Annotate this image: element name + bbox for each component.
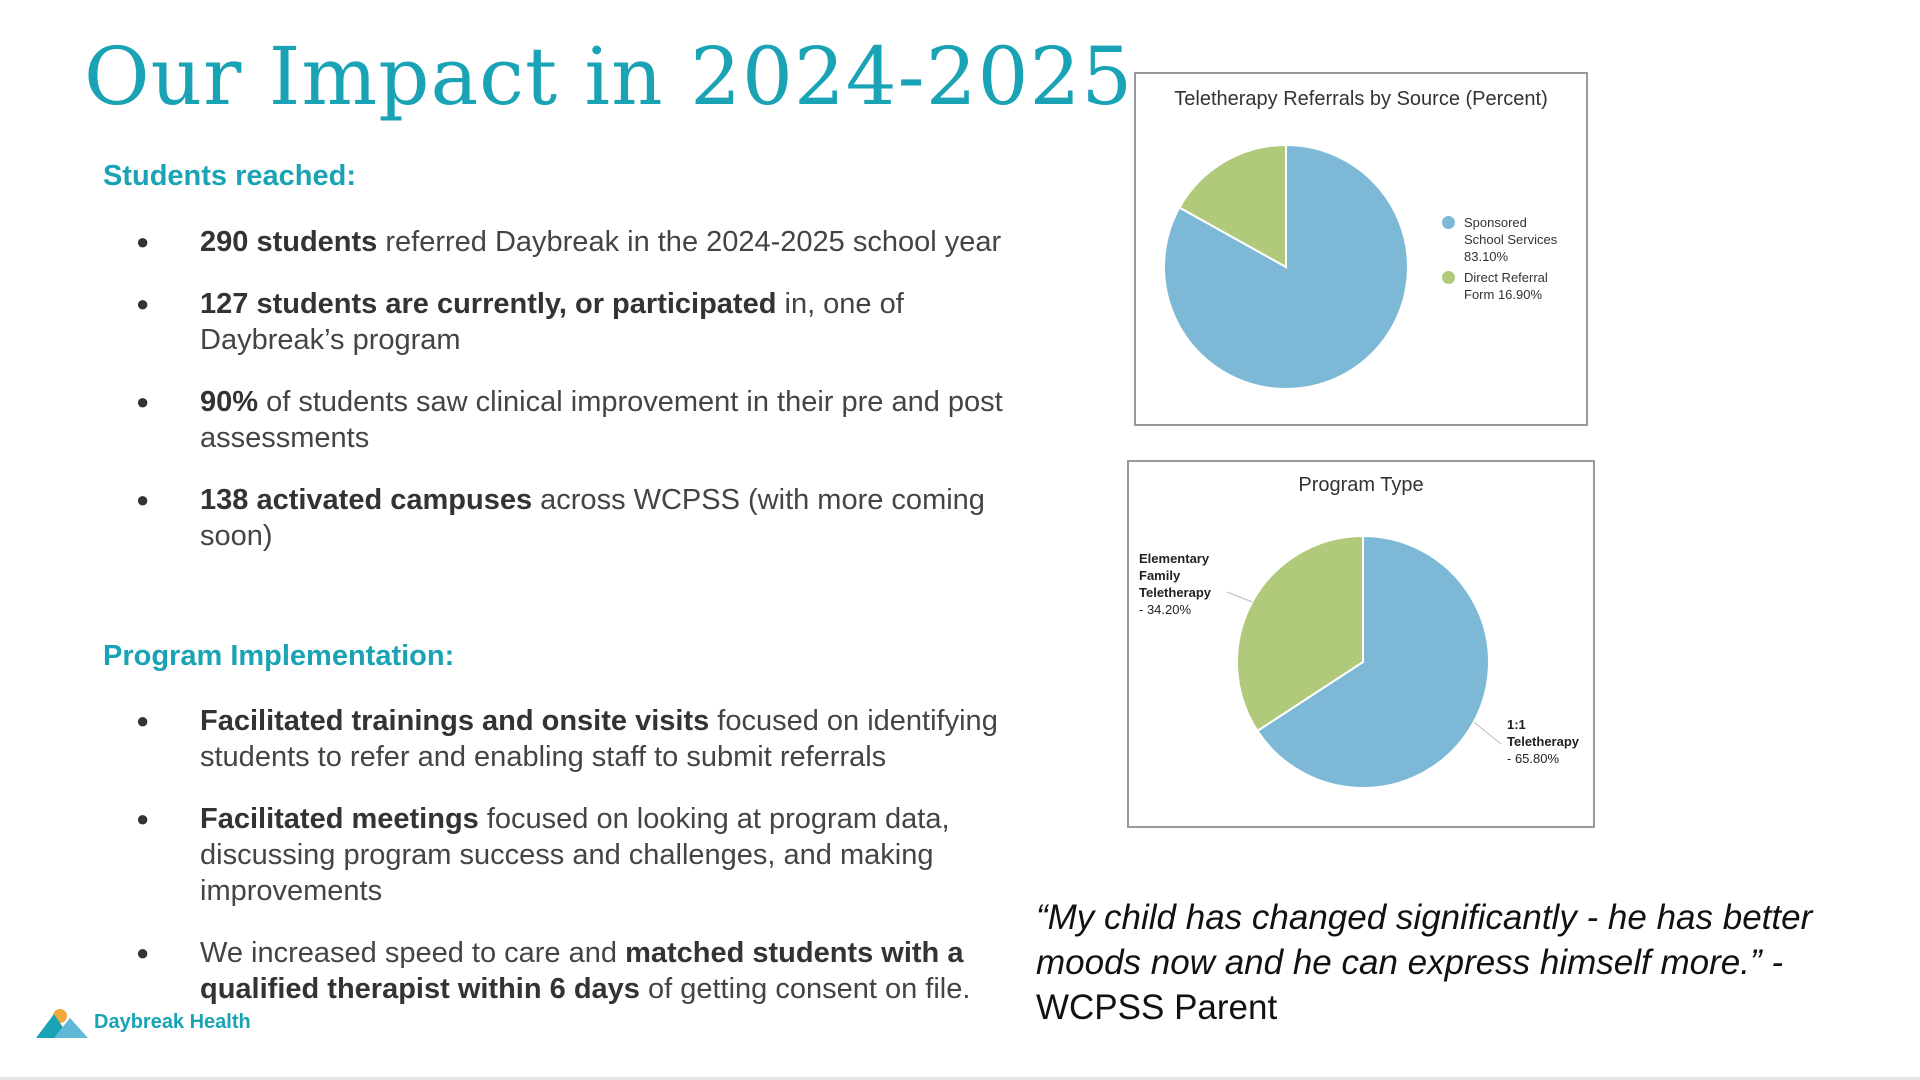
parent-quote: “My child has changed significantly - he… [1036,895,1896,1030]
referrals-pie [1163,143,1409,390]
bottom-divider [0,1077,1920,1080]
program-type-pie [1226,534,1502,789]
logo-text: Daybreak Health [94,1010,251,1033]
quote-attribution: WCPSS Parent [1036,988,1278,1027]
legend-swatch [1442,271,1455,284]
list-item: ● Facilitated trainings and onsite visits… [136,705,998,773]
pie-slice-elementary-family-teletherapy [1236,534,1364,733]
program-implementation-list: ● Facilitated trainings and onsite visits… [110,703,1040,1033]
leader-line [1473,721,1502,745]
mountain-sun-icon [36,1009,88,1038]
legend-swatch [1442,216,1455,229]
pie-slice-1-1-teletherapy [1256,534,1490,789]
students-reached-list: ● 290 students referred Daybreak in the 2… [110,224,1040,580]
chart-title: Teletherapy Referrals by Source (Percent… [1174,88,1548,110]
bullet-icon: ● [136,806,150,831]
bullet-icon: ● [136,708,150,733]
list-item: ● Facilitated meetings focused on looking… [136,803,950,907]
quote-text: “My child has changed significantly - he… [1036,898,1813,982]
list-item: ● We increased speed to care and matched … [136,937,971,1005]
list-item: ● 127 students are currently, or particip… [136,288,904,356]
bullet-icon: ● [136,389,150,414]
legend-item-sponsored: Sponsored School Services 83.10% [1442,214,1564,265]
program-implementation-heading: Program Implementation: [103,640,455,672]
legend-item-direct: Direct Referral Form 16.90% [1442,269,1564,303]
bullet-icon: ● [136,291,150,316]
chart-legend: Sponsored School Services 83.10% Direct … [1442,214,1564,307]
bullet-icon: ● [136,487,150,512]
list-item: ● 290 students referred Daybreak in the 2… [136,226,1002,258]
slice-label-elementary: Elementary Family Teletherapy - 34.20% [1139,551,1212,617]
bullet-icon: ● [136,229,150,254]
slide-title: Our Impact in 2024-2025 [84,30,1134,123]
students-reached-heading: Students reached: [103,160,356,192]
program-type-chart: Program Type Elementary Family Telethera… [1127,460,1595,828]
chart-title: Program Type [1298,474,1424,496]
bullet-icon: ● [136,940,150,965]
leader-line [1226,591,1253,603]
list-item: ● 90% of students saw clinical improvemen… [136,386,1003,454]
pie-slice-direct-referral-form [1178,143,1287,269]
slice-label-one-to-one: 1:1 Teletherapy - 65.80% [1507,717,1580,766]
referrals-by-source-chart: Teletherapy Referrals by Source (Percent… [1134,72,1588,426]
list-item: ● 138 activated campuses across WCPSS (wi… [136,484,985,552]
daybreak-logo: Daybreak Health [36,1004,251,1040]
